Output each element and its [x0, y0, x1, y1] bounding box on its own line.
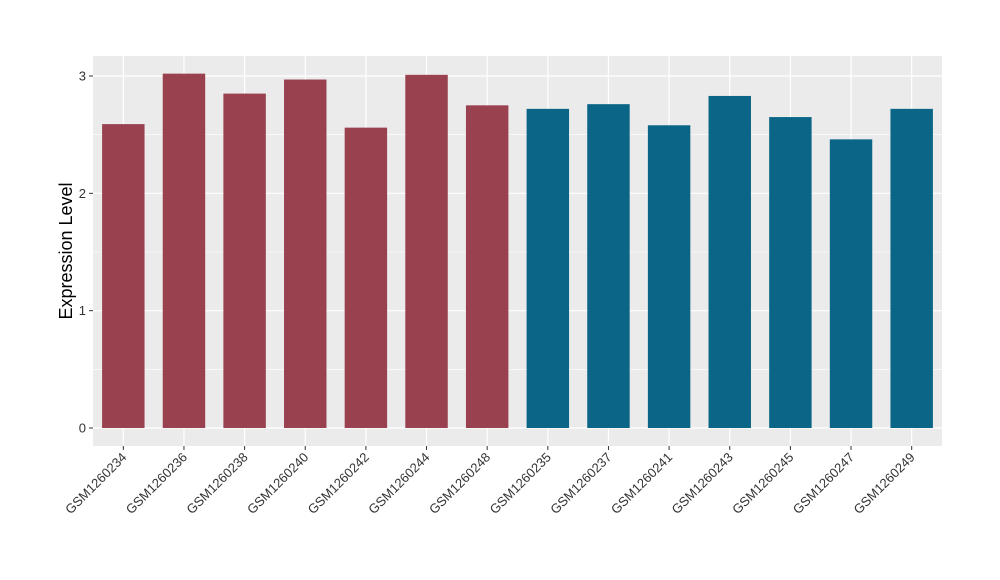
x-tick-label: GSM1260238	[183, 450, 250, 517]
x-tick-label: GSM1260237	[547, 450, 614, 517]
x-tick-label: GSM1260244	[365, 450, 432, 517]
bars	[102, 73, 933, 429]
y-tick-label: 3	[79, 69, 86, 84]
x-tick-label: GSM1260241	[608, 450, 675, 517]
x-tick-label: GSM1260242	[305, 450, 372, 517]
x-tick-label: GSM1260245	[729, 450, 796, 517]
bar-GSM1260243	[708, 95, 751, 429]
x-tick-label: GSM1260243	[669, 450, 736, 517]
y-tick-label: 1	[79, 303, 86, 318]
y-tick-label: 0	[79, 421, 86, 436]
y-axis-title: Expression Level	[56, 182, 76, 319]
bar-GSM1260242	[344, 127, 388, 429]
y-axis: 0 1 2 3	[79, 69, 93, 436]
x-tick-label: GSM1260235	[487, 450, 554, 517]
bar-GSM1260249	[890, 108, 933, 428]
bar-GSM1260245	[769, 117, 812, 429]
bar-GSM1260247	[829, 139, 873, 429]
x-tick-label: GSM1260236	[123, 450, 190, 517]
bar-GSM1260248	[465, 105, 509, 428]
y-tick-label: 2	[79, 186, 86, 201]
x-tick-label: GSM1260240	[244, 450, 311, 517]
bar-GSM1260240	[284, 79, 327, 429]
bar-GSM1260236	[162, 73, 206, 429]
bar-GSM1260241	[647, 125, 691, 428]
bar-GSM1260235	[526, 108, 570, 428]
bar-GSM1260234	[102, 124, 145, 429]
bar-GSM1260238	[223, 93, 266, 428]
bar-GSM1260237	[587, 104, 630, 428]
x-tick-label: GSM1260248	[426, 450, 493, 517]
x-tick-label: GSM1260234	[62, 450, 129, 517]
plot-panel	[93, 56, 942, 446]
x-tick-label: GSM1260247	[790, 450, 857, 517]
x-tick-label: GSM1260249	[850, 450, 917, 517]
x-axis: GSM1260234GSM1260236GSM1260238GSM1260240…	[62, 446, 918, 517]
bar-GSM1260244	[405, 74, 448, 429]
